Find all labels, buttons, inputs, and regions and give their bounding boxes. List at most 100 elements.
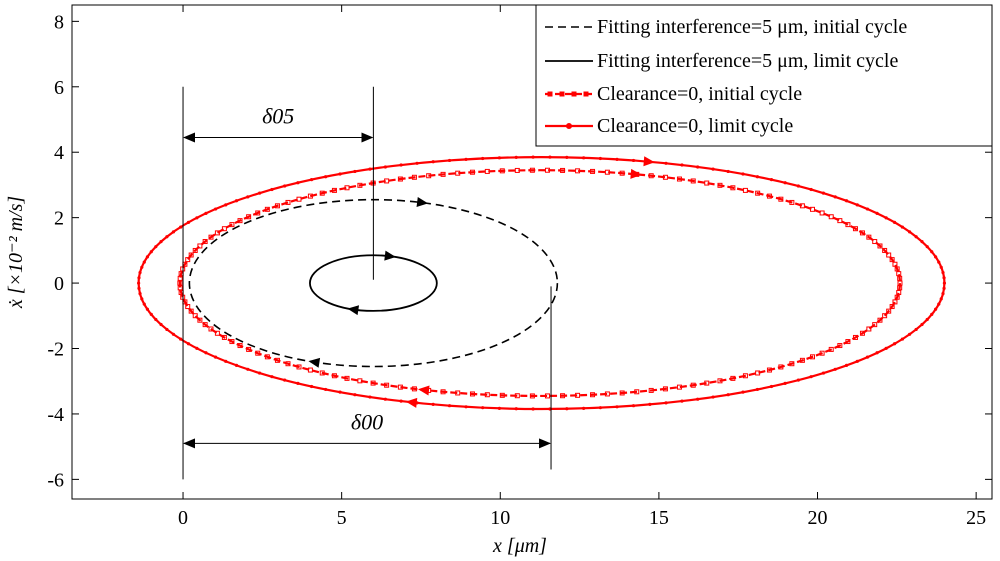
series-point-3: [730, 185, 736, 191]
series-point-4: [755, 387, 760, 392]
series-layer: [137, 155, 947, 411]
series-point-4: [464, 157, 468, 161]
y-tick-label: 0: [54, 273, 64, 295]
series-point-3: [331, 373, 337, 379]
series-point-4: [270, 187, 274, 192]
series-point-3: [214, 230, 220, 236]
series-point-4: [680, 163, 684, 167]
series-point-4: [324, 387, 328, 392]
series-point-3: [575, 168, 581, 174]
series-point-3: [202, 239, 208, 245]
series-point-4: [296, 181, 300, 185]
series-point-4: [195, 346, 199, 350]
series-point-3: [837, 343, 843, 349]
series-point-3: [742, 187, 748, 193]
series-point-3: [648, 387, 654, 393]
series-point-3: [810, 354, 816, 360]
series-point-3: [590, 168, 596, 174]
series-point-4: [338, 390, 342, 394]
legend-label-1: Fitting interference=5 μm, initial cycle: [597, 16, 907, 38]
legend-label-2: Fitting interference=5 μm, limit cycle: [597, 50, 898, 72]
series-point-4: [195, 216, 199, 220]
series-point-3: [778, 364, 784, 370]
series-point-4: [481, 406, 485, 410]
x-tick-label: 0: [178, 507, 188, 529]
series-point-3: [214, 330, 220, 336]
series-point-3: [499, 168, 505, 174]
series-point-4: [925, 245, 929, 249]
series-point-3: [264, 354, 270, 360]
series-point-3: [604, 391, 610, 397]
series-point-4: [531, 155, 535, 159]
series-point-4: [399, 163, 403, 167]
series-point-3: [319, 370, 325, 376]
series-point-4: [796, 184, 800, 188]
series-point-4: [934, 307, 938, 311]
series-point-4: [383, 165, 387, 169]
series-point-3: [619, 390, 625, 396]
plot-frame: [71, 4, 993, 500]
series-point-4: [711, 167, 715, 171]
direction-arrow-1: [416, 197, 429, 207]
series-point-3: [590, 392, 596, 398]
series-point-4: [186, 342, 191, 346]
series-point-4: [309, 178, 314, 182]
legend-label-3: Clearance=0, initial cycle: [597, 83, 802, 105]
series-point-4: [481, 156, 485, 161]
series-point-4: [179, 337, 183, 341]
legend-marker: [571, 91, 577, 97]
series-point-4: [145, 307, 150, 311]
legend-label-4: Clearance=0, limit cycle: [597, 115, 793, 137]
series-point-4: [138, 292, 142, 296]
series-point-4: [224, 359, 228, 363]
series-point-4: [934, 255, 938, 259]
series-point-3: [192, 313, 198, 319]
series-point-3: [529, 393, 535, 399]
series-point-3: [384, 382, 390, 388]
series-point-4: [137, 281, 141, 285]
series-point-3: [828, 346, 834, 352]
series-point-3: [886, 252, 892, 258]
series-point-3: [676, 384, 682, 390]
series-point-4: [309, 384, 314, 389]
series-point-3: [896, 290, 902, 296]
dimension-label: δ00: [351, 409, 383, 434]
series-point-4: [941, 292, 945, 296]
series-point-3: [188, 308, 194, 314]
series-point-3: [331, 187, 337, 193]
series-point-3: [514, 393, 520, 399]
series-point-4: [270, 375, 274, 379]
series-point-3: [285, 361, 291, 367]
series-point-4: [844, 199, 849, 203]
series-point-3: [852, 226, 858, 232]
series-point-3: [188, 252, 194, 258]
series-point-3: [469, 169, 475, 175]
series-point-3: [197, 243, 203, 249]
dimension-label: δ05: [262, 103, 294, 128]
series-point-3: [819, 210, 825, 216]
series-point-3: [237, 218, 243, 224]
series-point-3: [307, 193, 313, 199]
series-point-4: [234, 199, 239, 203]
series-point-3: [384, 178, 390, 184]
series-point-3: [896, 271, 902, 277]
series-point-4: [204, 211, 208, 215]
legend-box: [535, 4, 993, 147]
series-point-4: [338, 172, 342, 176]
series-point-3: [882, 313, 888, 319]
legend-marker: [583, 91, 589, 97]
direction-arrow-3: [630, 168, 642, 179]
series-point-4: [154, 245, 158, 249]
series-point-3: [177, 285, 183, 291]
series-point-4: [171, 230, 176, 234]
series-line-4: [137, 156, 946, 411]
x-tick-label: 25: [966, 507, 986, 529]
series-point-3: [810, 206, 816, 212]
series-point-4: [154, 317, 158, 322]
series-point-3: [529, 167, 535, 173]
series-point-3: [221, 226, 227, 232]
series-point-3: [892, 261, 898, 267]
series-point-3: [799, 357, 805, 363]
direction-arrow-2: [347, 305, 360, 316]
series-point-4: [711, 395, 715, 399]
